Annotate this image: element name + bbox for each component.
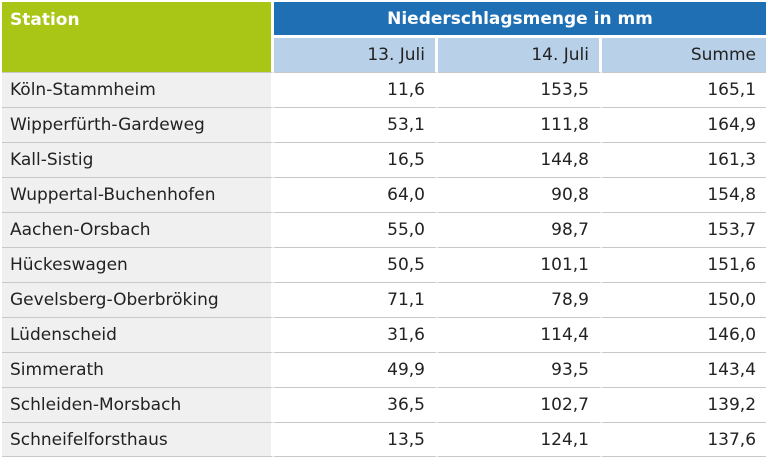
station-name-cell: Wipperfürth-Gardeweg (2, 107, 274, 142)
table-row: Wipperfürth-Gardeweg 53,1 111,8 164,9 (2, 107, 767, 142)
value-13-july-cell: 11,6 (274, 72, 438, 107)
value-13-july-cell: 49,9 (274, 352, 438, 387)
value-14-july-cell: 93,5 (438, 352, 602, 387)
station-name-cell: Kall-Sistig (2, 142, 274, 177)
value-14-july-cell: 90,8 (438, 177, 602, 212)
value-13-july-cell: 16,5 (274, 142, 438, 177)
station-name-cell: Aachen-Orsbach (2, 212, 274, 247)
table-row: Wuppertal-Buchenhofen 64,0 90,8 154,8 (2, 177, 767, 212)
value-sum-cell: 146,0 (602, 317, 767, 352)
value-sum-cell: 154,8 (602, 177, 767, 212)
value-14-july-cell: 101,1 (438, 247, 602, 282)
table-row: Schleiden-Morsbach 36,5 102,7 139,2 (2, 387, 767, 422)
station-name-cell: Wuppertal-Buchenhofen (2, 177, 274, 212)
station-name-cell: Lüdenscheid (2, 317, 274, 352)
value-sum-cell: 137,6 (602, 422, 767, 457)
column-header-13-july: 13. Juli (274, 38, 438, 72)
rainfall-table: Station Niederschlagsmenge in mm 13. Jul… (2, 2, 767, 457)
table-row: Hückeswagen 50,5 101,1 151,6 (2, 247, 767, 282)
value-14-july-cell: 153,5 (438, 72, 602, 107)
value-13-july-cell: 13,5 (274, 422, 438, 457)
table-row: Lüdenscheid 31,6 114,4 146,0 (2, 317, 767, 352)
table-row: Gevelsberg-Oberbröking 71,1 78,9 150,0 (2, 282, 767, 317)
column-header-14-july: 14. Juli (438, 38, 602, 72)
table-body: Köln-Stammheim 11,6 153,5 165,1 Wipperfürth-… (2, 72, 767, 457)
table-row: Simmerath 49,9 93,5 143,4 (2, 352, 767, 387)
value-sum-cell: 150,0 (602, 282, 767, 317)
value-14-july-cell: 144,8 (438, 142, 602, 177)
table-row: Schneifelforsthaus 13,5 124,1 137,6 (2, 422, 767, 457)
value-13-july-cell: 36,5 (274, 387, 438, 422)
station-name-cell: Simmerath (2, 352, 274, 387)
value-sum-cell: 153,7 (602, 212, 767, 247)
value-14-july-cell: 114,4 (438, 317, 602, 352)
value-sum-cell: 151,6 (602, 247, 767, 282)
column-header-sum: Summe (602, 38, 767, 72)
value-sum-cell: 165,1 (602, 72, 767, 107)
value-sum-cell: 143,4 (602, 352, 767, 387)
value-14-july-cell: 98,7 (438, 212, 602, 247)
table-row: Köln-Stammheim 11,6 153,5 165,1 (2, 72, 767, 107)
value-sum-cell: 161,3 (602, 142, 767, 177)
value-sum-cell: 139,2 (602, 387, 767, 422)
station-name-cell: Köln-Stammheim (2, 72, 274, 107)
table-row: Aachen-Orsbach 55,0 98,7 153,7 (2, 212, 767, 247)
value-13-july-cell: 71,1 (274, 282, 438, 317)
value-14-july-cell: 124,1 (438, 422, 602, 457)
value-13-july-cell: 64,0 (274, 177, 438, 212)
precipitation-group-header: Niederschlagsmenge in mm (274, 2, 767, 38)
value-14-july-cell: 78,9 (438, 282, 602, 317)
value-13-july-cell: 31,6 (274, 317, 438, 352)
value-14-july-cell: 111,8 (438, 107, 602, 142)
station-name-cell: Schneifelforsthaus (2, 422, 274, 457)
value-13-july-cell: 55,0 (274, 212, 438, 247)
station-name-cell: Hückeswagen (2, 247, 274, 282)
value-sum-cell: 164,9 (602, 107, 767, 142)
table-row: Kall-Sistig 16,5 144,8 161,3 (2, 142, 767, 177)
value-14-july-cell: 102,7 (438, 387, 602, 422)
station-column-header: Station (2, 2, 274, 72)
value-13-july-cell: 53,1 (274, 107, 438, 142)
station-name-cell: Gevelsberg-Oberbröking (2, 282, 274, 317)
station-name-cell: Schleiden-Morsbach (2, 387, 274, 422)
value-13-july-cell: 50,5 (274, 247, 438, 282)
